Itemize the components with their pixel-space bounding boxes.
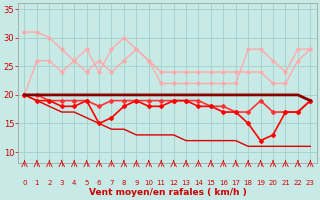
X-axis label: Vent moyen/en rafales ( km/h ): Vent moyen/en rafales ( km/h ) bbox=[89, 188, 246, 197]
